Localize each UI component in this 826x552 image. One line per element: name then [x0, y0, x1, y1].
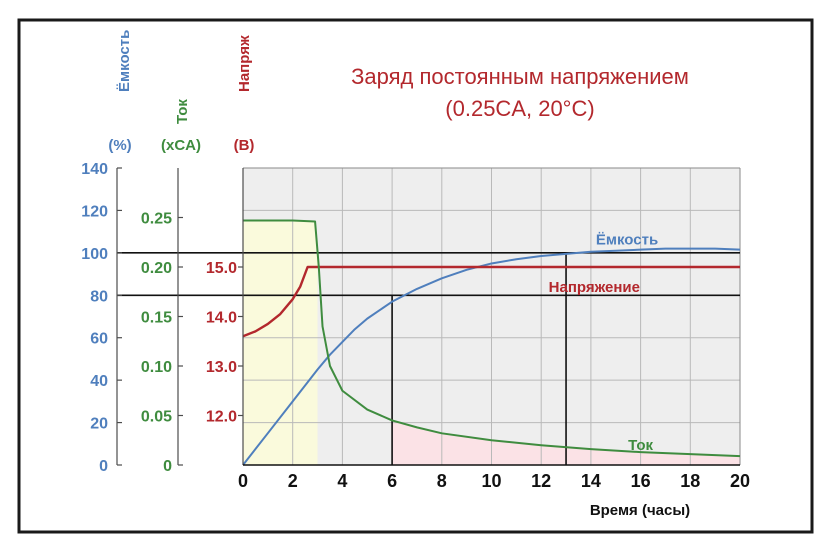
voltage-tick-label: 12.0 [206, 409, 237, 426]
current-axis-name: Ток [174, 99, 191, 124]
voltage-axis-unit: (В) [234, 137, 255, 154]
chart-title-line2: (0.25CA, 20°C) [445, 96, 594, 121]
x-tick-label: 20 [730, 471, 750, 491]
x-tick-label: 14 [581, 471, 601, 491]
series-label: Ток [628, 437, 653, 454]
capacity-tick-label: 80 [90, 288, 108, 305]
series-line-current [243, 219, 741, 458]
x-tick-label: 2 [288, 471, 298, 491]
x-tick-label: 12 [531, 471, 551, 491]
capacity-tick-label: 40 [90, 373, 108, 390]
chart-title-line1: Заряд постоянным напряжением [351, 64, 689, 89]
current-tick-label: 0.05 [141, 409, 172, 426]
capacity-tick-label: 100 [81, 246, 108, 263]
reference-lines [117, 252, 740, 465]
capacity-tick-label: 20 [90, 416, 108, 433]
series-label: Ёмкость [596, 231, 658, 248]
capacity-tick-label: 120 [81, 203, 108, 220]
x-axis: 0 2 4 6 8 10 12 14 16 18 20 [238, 464, 750, 491]
constant-current-region [243, 220, 318, 465]
voltage-tick-label: 13.0 [206, 359, 237, 376]
x-tick-label: 4 [337, 471, 347, 491]
x-tick-label: 16 [631, 471, 651, 491]
series-line-capacity [242, 247, 741, 466]
plot-layer: 02040608010012014000.050.100.150.200.251… [81, 161, 750, 491]
current-tick-label: 0.25 [141, 211, 172, 228]
series-line-voltage [242, 265, 740, 338]
capacity-axis-unit: (%) [108, 137, 131, 154]
current-axis-unit: (xCA) [161, 137, 201, 154]
y-axes: 0 20 40 60 80 100 120 140 0 0.05 0.10 0.15 0.20 0.25 1… [81, 161, 244, 475]
x-tick-label: 0 [238, 471, 248, 491]
series-label: Напряжение [549, 279, 640, 296]
capacity-tick-label: 0 [99, 458, 108, 475]
title-block: Заряд постоянным напряжением (0.25CA, 20… [351, 64, 689, 121]
tail-current-region [392, 420, 740, 465]
x-tick-label: 8 [437, 471, 447, 491]
x-tick-label: 18 [680, 471, 700, 491]
x-tick-label: 6 [387, 471, 397, 491]
current-tick-label: 0.10 [141, 359, 172, 376]
axis-titles: Ёмкость Ток Напряж (%) (xCA) (В) [108, 30, 254, 154]
voltage-axis-name: Напряж [236, 35, 253, 92]
current-tick-label: 0 [163, 458, 172, 475]
x-axis-label: Время (часы) [590, 502, 690, 519]
voltage-tick-label: 15.0 [206, 260, 237, 277]
capacity-tick-label: 140 [81, 161, 108, 178]
capacity-tick-label: 60 [90, 331, 108, 348]
x-tick-label: 10 [481, 471, 501, 491]
voltage-tick-label: 14.0 [206, 310, 237, 327]
current-tick-label: 0.20 [141, 260, 172, 277]
capacity-axis-name: Ёмкость [116, 30, 133, 92]
current-tick-label: 0.15 [141, 310, 172, 327]
